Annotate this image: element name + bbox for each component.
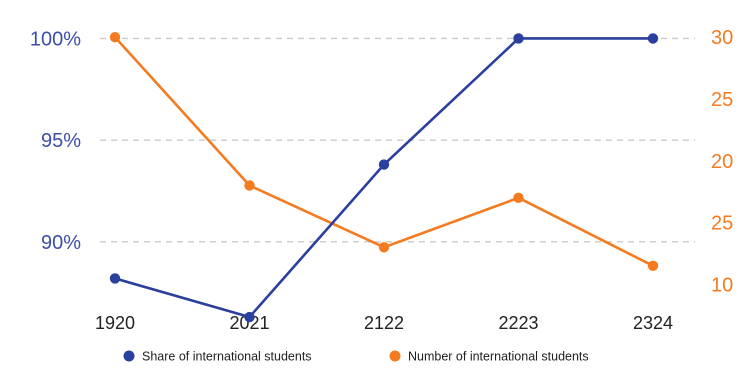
legend-label: Share of international students (142, 350, 312, 364)
legend-marker (389, 350, 401, 362)
data-point-number (244, 180, 255, 191)
series-line-share (113, 37, 655, 319)
x-tick-label: 2223 (498, 313, 538, 333)
right-tick-label: 25 (711, 89, 733, 111)
series-lines (113, 35, 655, 319)
left-tick-label: 90% (41, 232, 81, 254)
data-point-number (513, 192, 524, 204)
left-tick-label: 95% (41, 130, 81, 152)
left-axis: 100% 95% 90% (30, 28, 81, 253)
legend: Share of international students Number of… (123, 350, 589, 364)
series-points (109, 31, 659, 323)
right-tick-label: 20 (711, 151, 733, 173)
left-tick-label: 100% (30, 28, 81, 50)
x-tick-label: 1920 (95, 313, 135, 333)
data-point-number (647, 260, 659, 272)
data-point-share (378, 159, 390, 170)
data-point-share (244, 311, 255, 323)
right-tick-label: 25 (711, 213, 733, 235)
legend-marker (123, 350, 135, 362)
right-tick-label: 10 (711, 274, 733, 296)
x-axis: 1920 2021 2122 2223 2324 (95, 313, 673, 333)
data-point-share (647, 33, 659, 44)
x-tick-label: 2122 (364, 313, 404, 333)
data-point-number (109, 31, 121, 43)
legend-label: Number of international students (408, 350, 589, 364)
gridlines (100, 37, 695, 243)
right-tick-label: 30 (711, 27, 733, 49)
x-tick-label: 2324 (633, 313, 673, 333)
x-tick-label: 2021 (229, 313, 269, 333)
series-line-number (113, 35, 655, 268)
data-point-share (109, 273, 121, 284)
data-point-share (513, 33, 524, 44)
right-axis: 30 25 20 25 10 (711, 27, 733, 296)
data-point-number (378, 242, 390, 253)
